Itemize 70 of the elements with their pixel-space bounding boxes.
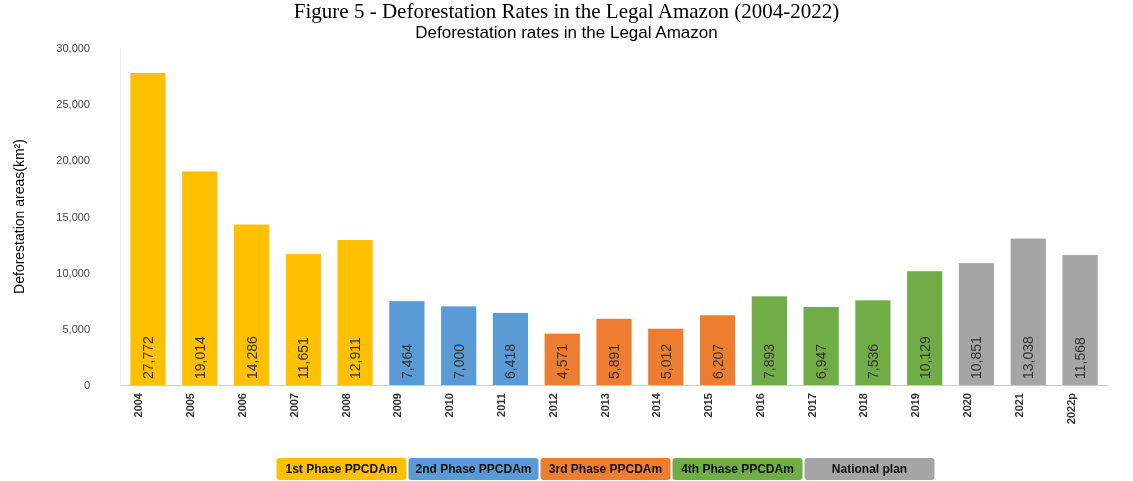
data-label: 13,038 xyxy=(1020,335,1037,379)
bar xyxy=(182,171,218,385)
x-tick-label: 2017 xyxy=(805,393,818,418)
y-tick-label: 25,000 xyxy=(56,98,90,111)
x-tick-label: 2010 xyxy=(443,393,456,418)
bar xyxy=(492,312,529,385)
data-label: 14,286 xyxy=(243,335,260,379)
x-tick-label: 2021 xyxy=(1012,393,1025,418)
x-tick-label: 2016 xyxy=(753,393,766,418)
data-label: 5,891 xyxy=(606,343,622,379)
bar xyxy=(751,296,787,385)
text: 1st Phase PPCDAm xyxy=(285,462,398,476)
text: National plan xyxy=(831,462,908,476)
bar xyxy=(130,73,166,385)
data-label: 19,014 xyxy=(191,335,208,379)
y-tick-label: 20,000 xyxy=(56,154,90,167)
y-tick-label: 30,000 xyxy=(56,42,90,55)
bar xyxy=(389,301,425,385)
bar xyxy=(233,224,270,385)
data-label: 27,772 xyxy=(139,335,156,379)
data-label: 11,651 xyxy=(295,337,312,379)
data-label: 7,464 xyxy=(398,343,415,379)
y-tick-label: 10,000 xyxy=(56,266,90,279)
data-label: 7,536 xyxy=(864,343,881,379)
bar xyxy=(699,315,736,385)
chart-title: Figure 5 - Deforestation Rates in the Legal Amazon (2004-2022) xyxy=(293,0,840,23)
x-tick-label: 2018 xyxy=(857,393,870,418)
data-label: 12,911 xyxy=(347,337,364,379)
text: 3rd Phase PPCDAm xyxy=(548,462,663,476)
x-tick-label: 2006 xyxy=(236,393,249,418)
data-label: 5,012 xyxy=(657,343,674,379)
data-label: 10,129 xyxy=(916,335,933,379)
data-label: 7,000 xyxy=(450,343,467,379)
x-tick-label: 2022p xyxy=(1064,392,1077,425)
x-tick-label: 2019 xyxy=(909,393,922,418)
bar xyxy=(596,318,632,385)
data-label: 11,568 xyxy=(1072,337,1089,379)
x-tick-label: 2004 xyxy=(132,392,145,418)
bar xyxy=(337,239,373,385)
x-tick-label: 2009 xyxy=(391,393,404,418)
bar xyxy=(907,271,943,385)
x-tick-label: 2015 xyxy=(702,393,715,418)
x-tick-label: 2020 xyxy=(960,393,973,418)
bar xyxy=(1062,255,1098,385)
data-label: 7,893 xyxy=(761,343,778,379)
x-tick-label: 2013 xyxy=(598,393,611,418)
data-label: 10,851 xyxy=(968,335,985,379)
x-tick-label: 2005 xyxy=(184,393,197,418)
chart-subtitle: Deforestation rates in the Legal Amazon xyxy=(415,23,718,42)
data-label: 6,207 xyxy=(709,343,726,379)
y-tick-label: 0 xyxy=(83,379,90,392)
bar xyxy=(441,306,477,385)
y-axis-title: Deforestation areas(km²) xyxy=(11,139,27,294)
x-tick-label: 2007 xyxy=(287,393,300,418)
data-label: 6,418 xyxy=(502,343,519,379)
text: 4th Phase PPCDAm xyxy=(681,462,794,476)
data-label: 4,571 xyxy=(554,343,571,379)
bar xyxy=(285,254,321,385)
x-tick-label: 2008 xyxy=(339,393,352,418)
bar xyxy=(1010,238,1046,385)
y-tick-label: 5,000 xyxy=(62,322,90,335)
bar xyxy=(803,306,839,385)
x-tick-label: 2012 xyxy=(546,393,559,418)
x-tick-label: 2014 xyxy=(650,392,663,418)
bar xyxy=(958,263,995,385)
text: 2nd Phase PPCDAm xyxy=(415,462,532,476)
x-tick-label: 2011 xyxy=(494,393,507,417)
bar xyxy=(855,300,891,385)
y-tick-label: 15,000 xyxy=(56,210,90,223)
data-label: 6,947 xyxy=(813,343,830,379)
